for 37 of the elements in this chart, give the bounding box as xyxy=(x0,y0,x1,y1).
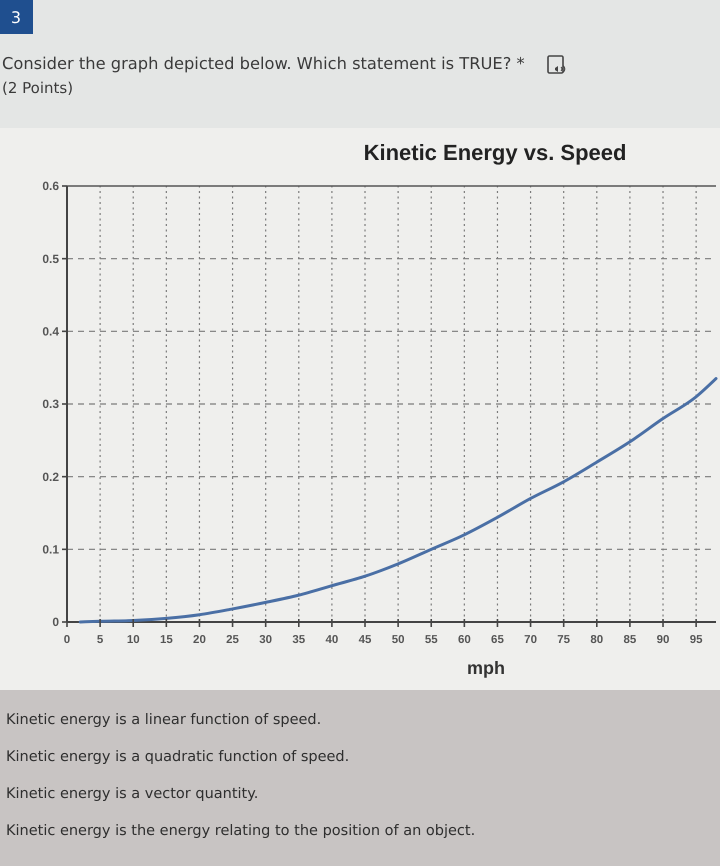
x-tick-label: 50 xyxy=(392,634,405,646)
x-tick-label: 30 xyxy=(259,634,272,646)
x-axis-title: mph xyxy=(467,658,505,678)
x-tick-label: 10 xyxy=(126,634,140,646)
y-tick-label: 0.3 xyxy=(42,397,60,412)
x-tick-label: 70 xyxy=(524,634,537,646)
x-tick-label: 25 xyxy=(226,634,240,646)
x-tick-label: 5 xyxy=(96,634,104,646)
x-tick-label: 85 xyxy=(624,634,637,646)
x-tick-label: 40 xyxy=(326,634,338,646)
x-tick-label: 90 xyxy=(656,634,670,646)
x-tick-label: 15 xyxy=(160,634,174,646)
x-tick-label: 80 xyxy=(590,634,604,646)
y-tick-label: 0 xyxy=(52,615,60,630)
x-tick-label: 35 xyxy=(292,634,306,646)
y-tick-label: 0.4 xyxy=(42,324,60,339)
y-tick-label: 0.2 xyxy=(42,470,60,484)
x-tick-label: 75 xyxy=(557,634,571,646)
x-tick-label: 95 xyxy=(690,634,704,646)
y-tick-label: 0.5 xyxy=(42,252,60,266)
y-tick-label: 0.6 xyxy=(42,179,60,194)
x-tick-label: 55 xyxy=(424,634,438,646)
text: Kinetic energy is a vector quantity. xyxy=(6,786,258,802)
x-tick-label: 65 xyxy=(491,634,504,646)
text: 3 xyxy=(10,8,22,27)
y-tick-label: 0.1 xyxy=(42,542,60,557)
x-tick-label: 0 xyxy=(64,634,70,646)
text: Kinetic energy is a linear function of speed. xyxy=(6,712,322,728)
x-tick-label: 45 xyxy=(358,634,372,646)
x-tick-label: 60 xyxy=(458,634,471,646)
chart-title: Kinetic Energy vs. Speed xyxy=(364,140,626,165)
text: Kinetic energy is a quadratic function of speed. xyxy=(6,749,350,765)
x-tick-label: 20 xyxy=(193,634,206,646)
text: Consider the graph depicted below. Which statement is TRUE? * xyxy=(2,54,525,73)
line-series xyxy=(78,377,718,624)
text: (2 Points) xyxy=(2,79,74,97)
text: Kinetic energy is the energy relating to the position of an object. xyxy=(6,823,476,839)
